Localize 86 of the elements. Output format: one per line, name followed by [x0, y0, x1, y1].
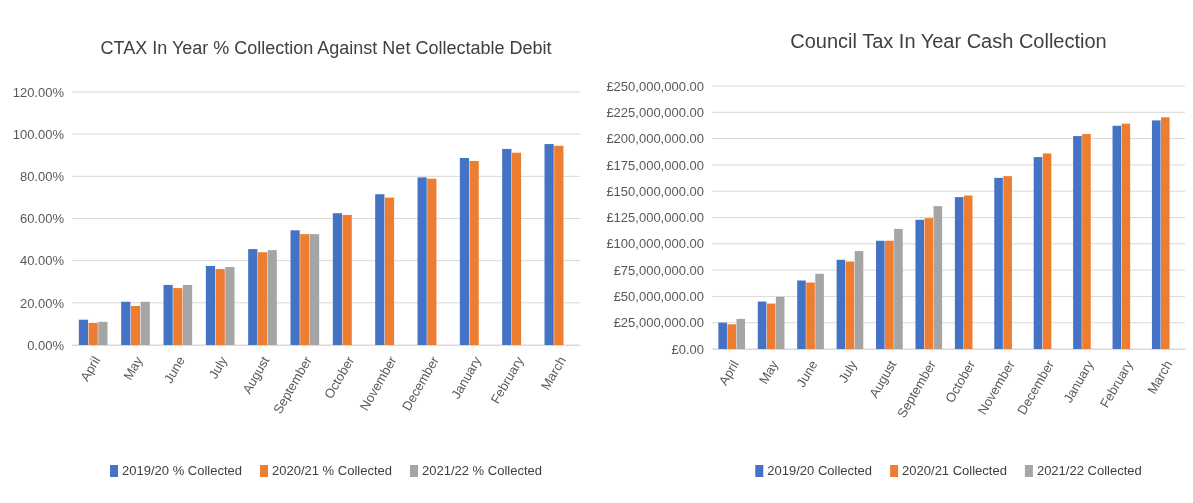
bar: [332, 213, 343, 345]
bar: [815, 273, 824, 349]
bar: [954, 197, 964, 349]
y-tick-label: 0.00%: [27, 337, 65, 353]
legend-label: 2021/22 Collected: [1036, 463, 1142, 478]
y-tick-label: 40.00%: [19, 253, 65, 269]
legend-label: 2020/21 % Collected: [272, 463, 392, 478]
bar: [1112, 125, 1122, 349]
bar: [797, 280, 806, 349]
legend-label: 2020/21 Collected: [902, 463, 1007, 478]
bar: [924, 218, 934, 349]
bar: [806, 282, 815, 349]
bar: [342, 214, 352, 345]
bar: [215, 269, 225, 345]
y-tick-label: £0.00: [671, 341, 704, 357]
bar: [1003, 176, 1012, 349]
legend-label: 2021/22 % Collected: [421, 463, 542, 478]
bar: [854, 251, 864, 349]
bar: [173, 288, 183, 345]
bar: [836, 259, 846, 349]
bar: [963, 195, 973, 349]
bar: [469, 160, 479, 345]
y-tick-label: £200,000,000.00: [606, 131, 704, 147]
chart-title: Council Tax In Year Cash Collection: [790, 30, 1107, 52]
bar: [1160, 117, 1170, 349]
bar: [876, 240, 885, 349]
bar: [290, 230, 300, 345]
bar: [384, 197, 395, 345]
bar: [775, 296, 785, 349]
bar: [427, 178, 437, 345]
bar: [257, 252, 268, 345]
bar: [459, 157, 470, 345]
bar: [915, 219, 925, 349]
bar: [130, 306, 141, 345]
bar: [375, 194, 385, 345]
bar: [121, 301, 131, 345]
bar: [1073, 136, 1082, 349]
bar: [78, 319, 89, 345]
bar: [163, 284, 173, 345]
y-tick-label: £25,000,000.00: [613, 315, 704, 331]
chart-title: CTAX In Year % Collection Against Net Collectable Debit: [100, 38, 552, 58]
y-tick-label: 80.00%: [19, 168, 65, 184]
y-tick-label: £150,000,000.00: [606, 183, 704, 199]
y-tick-label: £225,000,000.00: [606, 104, 704, 120]
bar: [894, 228, 903, 349]
bar: [736, 318, 746, 349]
bar: [140, 301, 150, 345]
bar: [300, 234, 310, 345]
bar: [845, 261, 855, 349]
legend-label: 2019/20 % Collected: [122, 463, 243, 478]
bar: [554, 145, 564, 345]
y-tick-label: £125,000,000.00: [606, 210, 704, 226]
bar: [182, 284, 193, 345]
bar: [309, 234, 320, 345]
bar: [248, 249, 258, 345]
bar: [88, 322, 98, 345]
bar: [1042, 153, 1052, 349]
bar: [1121, 123, 1131, 349]
y-tick-label: £175,000,000.00: [606, 157, 704, 173]
y-tick-label: £50,000,000.00: [613, 289, 704, 305]
bar: [1082, 134, 1091, 349]
bar: [225, 266, 235, 345]
bar: [205, 265, 216, 345]
bar: [727, 324, 737, 349]
y-tick-label: £75,000,000.00: [613, 262, 704, 278]
bar: [885, 240, 894, 349]
y-tick-label: 100.00%: [12, 126, 65, 142]
bar: [1151, 120, 1161, 349]
bar: [933, 206, 943, 349]
bar: [757, 301, 767, 349]
bar: [511, 152, 522, 345]
bar: [267, 250, 277, 345]
bar: [98, 321, 108, 345]
bar: [994, 177, 1003, 349]
y-tick-label: 60.00%: [19, 211, 65, 227]
y-tick-label: £100,000,000.00: [606, 236, 704, 252]
y-tick-label: 20.00%: [19, 295, 65, 311]
bar: [417, 177, 427, 345]
y-tick-label: 120.00%: [12, 84, 65, 100]
bar: [718, 322, 727, 349]
y-tick-label: £250,000,000.00: [606, 78, 704, 94]
bar: [544, 144, 554, 345]
bar: [766, 303, 776, 349]
bar: [1033, 157, 1043, 349]
bar: [502, 148, 512, 345]
legend-label: 2019/20 Collected: [767, 463, 873, 478]
